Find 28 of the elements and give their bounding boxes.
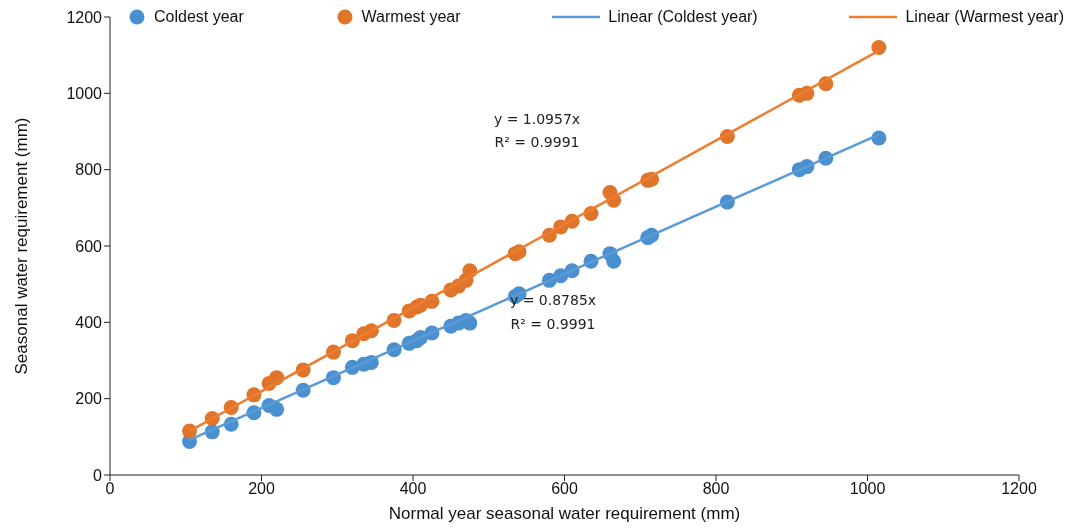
x-tick-label: 600 (551, 480, 578, 498)
x-tick-label: 0 (105, 480, 115, 498)
point (606, 253, 622, 269)
x-tick-label: 800 (702, 480, 730, 498)
legend-label: Linear (Warmest year) (905, 8, 1064, 26)
legend-label: Linear (Coldest year) (608, 8, 758, 26)
x-axis-title: Normal year seasonal water requirement (mm) (388, 504, 741, 523)
y-tick-label: 1000 (66, 85, 103, 103)
x-tick-label: 1200 (1001, 480, 1037, 498)
annotation: R² = 0.9991 (494, 134, 580, 150)
y-tick-label: 600 (75, 237, 103, 255)
y-tick-label: 1200 (66, 8, 103, 26)
point (462, 315, 478, 331)
y-tick-label: 0 (93, 466, 103, 484)
x-tick-label: 200 (248, 480, 275, 498)
y-tick-label: 400 (75, 314, 103, 332)
point (269, 401, 285, 417)
legend-label: Warmest year (361, 8, 461, 26)
annotation: y = 0.8785x (509, 292, 597, 308)
x-tick-label: 1000 (849, 480, 886, 498)
point (871, 40, 887, 56)
y-tick-label: 800 (75, 161, 103, 179)
legend-label: Coldest year (154, 8, 244, 26)
y-tick-label: 200 (75, 390, 103, 408)
annotation: y = 1.0957x (493, 111, 581, 127)
annotation: R² = 0.9991 (510, 316, 596, 332)
y-axis-title: Seasonal water requirement (mm) (12, 117, 32, 375)
x-tick-label: 400 (399, 480, 427, 498)
